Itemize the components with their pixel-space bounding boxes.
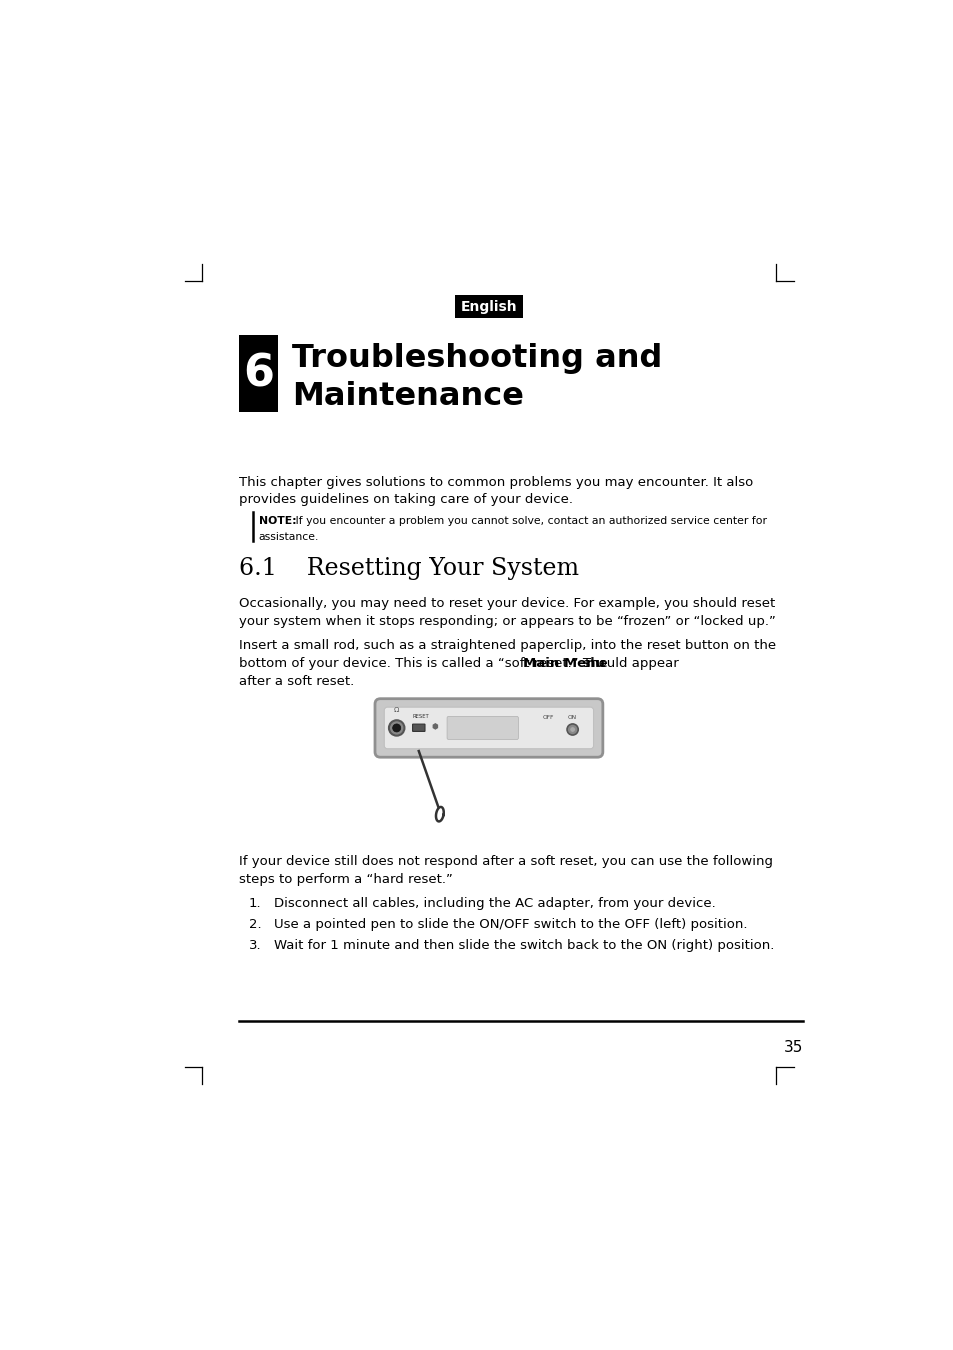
Text: 3.: 3. [249, 940, 261, 952]
Text: Disconnect all cables, including the AC adapter, from your device.: Disconnect all cables, including the AC … [274, 898, 716, 910]
Circle shape [389, 721, 404, 736]
Circle shape [569, 726, 575, 732]
Text: If you encounter a problem you cannot solve, contact an authorized service cente: If you encounter a problem you cannot so… [292, 516, 766, 526]
Text: Main Menu: Main Menu [522, 657, 604, 670]
Text: 6.1    Resetting Your System: 6.1 Resetting Your System [239, 558, 578, 580]
Text: OFF: OFF [541, 714, 553, 720]
Text: ⬢: ⬢ [431, 722, 437, 732]
Text: assistance.: assistance. [258, 532, 319, 541]
Text: If your device still does not respond after a soft reset, you can use the follow: If your device still does not respond af… [239, 855, 773, 868]
Text: Occasionally, you may need to reset your device. For example, you should reset: Occasionally, you may need to reset your… [239, 597, 775, 610]
Text: English: English [460, 300, 517, 313]
Text: RESET: RESET [413, 714, 429, 720]
Text: 1.: 1. [249, 898, 261, 910]
Text: 35: 35 [782, 1040, 802, 1054]
Text: Ω: Ω [394, 707, 399, 713]
Text: should appear: should appear [578, 657, 678, 670]
Text: Wait for 1 minute and then slide the switch back to the ON (right) position.: Wait for 1 minute and then slide the swi… [274, 940, 774, 952]
FancyBboxPatch shape [239, 335, 278, 412]
Circle shape [566, 724, 578, 734]
Text: This chapter gives solutions to common problems you may encounter. It also: This chapter gives solutions to common p… [239, 477, 753, 489]
FancyBboxPatch shape [375, 699, 602, 757]
Text: 2.: 2. [249, 918, 261, 932]
Text: provides guidelines on taking care of your device.: provides guidelines on taking care of yo… [239, 493, 573, 506]
Text: Troubleshooting and: Troubleshooting and [292, 343, 661, 374]
Text: ON: ON [567, 714, 577, 720]
Text: your system when it stops responding; or appears to be “frozen” or “locked up.”: your system when it stops responding; or… [239, 614, 776, 628]
Circle shape [393, 724, 400, 732]
FancyBboxPatch shape [384, 707, 593, 749]
Text: steps to perform a “hard reset.”: steps to perform a “hard reset.” [239, 872, 453, 886]
Text: after a soft reset.: after a soft reset. [239, 675, 355, 687]
Text: 6: 6 [243, 352, 274, 396]
FancyBboxPatch shape [412, 724, 424, 732]
Text: Insert a small rod, such as a straightened paperclip, into the reset button on t: Insert a small rod, such as a straighten… [239, 640, 776, 652]
FancyBboxPatch shape [455, 296, 522, 319]
Text: Use a pointed pen to slide the ON/OFF switch to the OFF (left) position.: Use a pointed pen to slide the ON/OFF sw… [274, 918, 747, 932]
FancyBboxPatch shape [447, 717, 517, 740]
Text: bottom of your device. This is called a “soft reset.” The: bottom of your device. This is called a … [239, 657, 612, 670]
Text: NOTE:: NOTE: [258, 516, 296, 526]
Text: Maintenance: Maintenance [292, 382, 523, 413]
